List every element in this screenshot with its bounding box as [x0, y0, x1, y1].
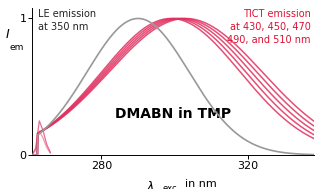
Text: $I$: $I$	[5, 28, 11, 41]
Text: em: em	[9, 43, 24, 52]
Text: $\lambda$: $\lambda$	[146, 180, 155, 189]
Text: exc: exc	[163, 184, 178, 189]
Text: DMABN in TMP: DMABN in TMP	[115, 107, 231, 121]
Text: LE emission
at 350 nm: LE emission at 350 nm	[38, 9, 96, 32]
Text: in nm: in nm	[179, 179, 217, 189]
Text: TICT emission
at 430, 450, 470
490, and 510 nm: TICT emission at 430, 450, 470 490, and …	[227, 9, 311, 45]
